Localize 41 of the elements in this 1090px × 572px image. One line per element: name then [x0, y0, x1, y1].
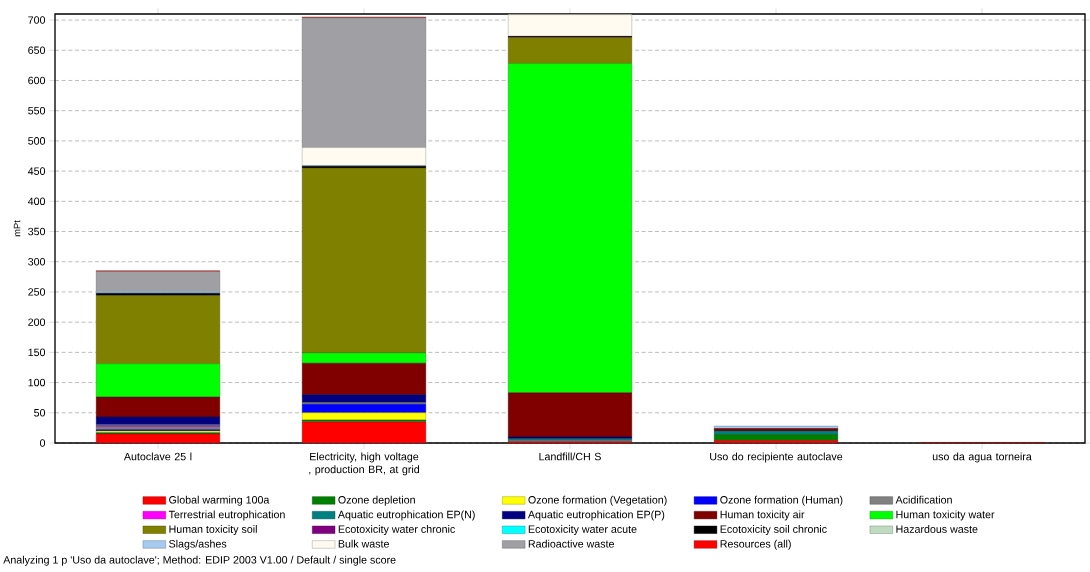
y-tick-label: 650 — [28, 46, 46, 55]
y-tick-label: 300 — [28, 257, 46, 266]
legend-label: Human toxicity water — [896, 510, 995, 521]
legend-label: Human toxicity soil — [169, 525, 257, 536]
y-tick-label: 600 — [28, 76, 46, 85]
legend-label: Radioactive waste — [528, 539, 614, 548]
legend-label: Acidification — [895, 495, 952, 504]
legend-label: Human toxicity air — [720, 510, 805, 521]
legend-label: Ecotoxicity soil chronic — [720, 525, 827, 536]
legend-label: Ozone depletion — [338, 495, 415, 506]
y-tick-label: 50 — [34, 409, 46, 417]
x-tick-label: Landfill/CH S — [539, 452, 601, 461]
legend-label: Ozone formation (Vegetation) — [528, 495, 667, 506]
legend-label: Aquatic eutrophication EP(P) — [527, 510, 665, 521]
y-tick-label: 400 — [27, 197, 46, 206]
legend-label: Ecotoxicity water chronic — [338, 525, 455, 536]
y-tick-label: 0 — [39, 439, 46, 447]
legend-label: Slags/ashes — [169, 539, 227, 550]
y-axis-title: mPt — [13, 220, 21, 237]
legend-label: Aquatic eutrophication EP(N) — [337, 510, 475, 521]
y-tick-label: 700 — [28, 16, 46, 24]
y-tick-label: 450 — [27, 167, 46, 175]
x-tick-label: Electricity, high voltage , production BR, at grid — [309, 452, 420, 476]
y-tick-label: 150 — [28, 348, 46, 357]
y-tick-label: 200 — [28, 318, 46, 326]
y-tick-label: 250 — [28, 288, 46, 296]
legend-label: Hazardous waste — [896, 525, 978, 533]
x-tick-label: Uso do recipiente autoclave — [710, 452, 843, 463]
legend-label: Bulk waste — [338, 539, 389, 548]
legend-label: Terrestrial eutrophication — [168, 510, 285, 521]
text: Analyzing 1 p 'Uso da autoclave'; Method: EDIP 2003 V1.00 / Default / single score — [3, 555, 396, 566]
y-tick-label: 100 — [28, 378, 46, 387]
legend-label: Ecotoxicity water acute — [528, 525, 637, 536]
legend-label: Ozone formation (Human) — [720, 495, 843, 506]
y-tick-label: 550 — [28, 106, 46, 115]
x-tick-label: Autoclave 25 l — [123, 452, 192, 461]
legend-label: Resources (all) — [720, 539, 791, 550]
legend-label: Global warming 100a — [169, 495, 270, 506]
y-tick-label: 350 — [28, 227, 46, 236]
y-tick-label: 500 — [28, 137, 46, 145]
x-tick-label: uso da agua torneira — [932, 452, 1032, 463]
